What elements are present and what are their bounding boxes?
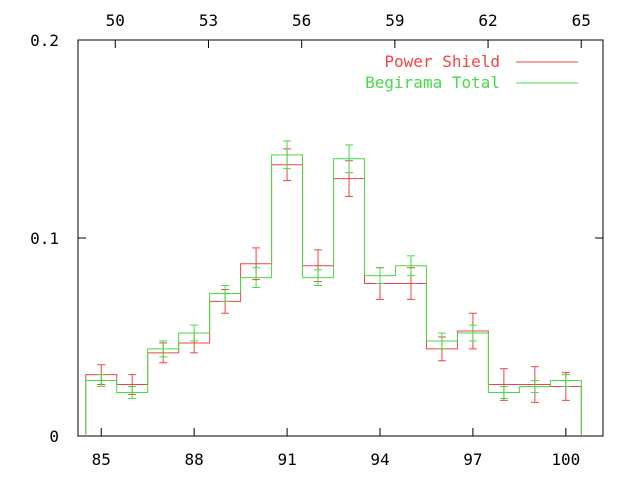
x-top-tick-label: 59	[385, 11, 404, 30]
x-bottom-tick-label: 85	[92, 450, 111, 469]
axes-group: 85 88 91 94 97 100 50 53 56 59 62 65 0 0.1 0.2	[30, 11, 603, 469]
legend: Power Shield Begirama Total	[365, 52, 578, 92]
x-bottom-tick-label: 91	[277, 450, 296, 469]
x-top-tick-label: 53	[199, 11, 218, 30]
series-step-line	[85, 154, 582, 436]
x-top-tick-label: 62	[478, 11, 497, 30]
x-top-tick-label: 65	[572, 11, 591, 30]
legend-label: Begirama Total	[365, 73, 500, 92]
series-2	[85, 140, 582, 436]
y-tick-label: 0	[49, 427, 59, 446]
x-top-tick-label: 56	[292, 11, 311, 30]
legend-label: Power Shield	[384, 52, 500, 71]
x-bottom-tick-label: 100	[551, 450, 580, 469]
plot-frame	[77, 39, 604, 437]
x-bottom-tick-label: 88	[185, 450, 204, 469]
y-tick-label: 0.2	[30, 31, 59, 50]
x-bottom-tick-label: 94	[370, 450, 389, 469]
x-top-tick-label: 50	[106, 11, 125, 30]
y-tick-label: 0.1	[30, 229, 59, 248]
x-bottom-tick-label: 97	[463, 450, 482, 469]
series-group	[85, 140, 582, 436]
